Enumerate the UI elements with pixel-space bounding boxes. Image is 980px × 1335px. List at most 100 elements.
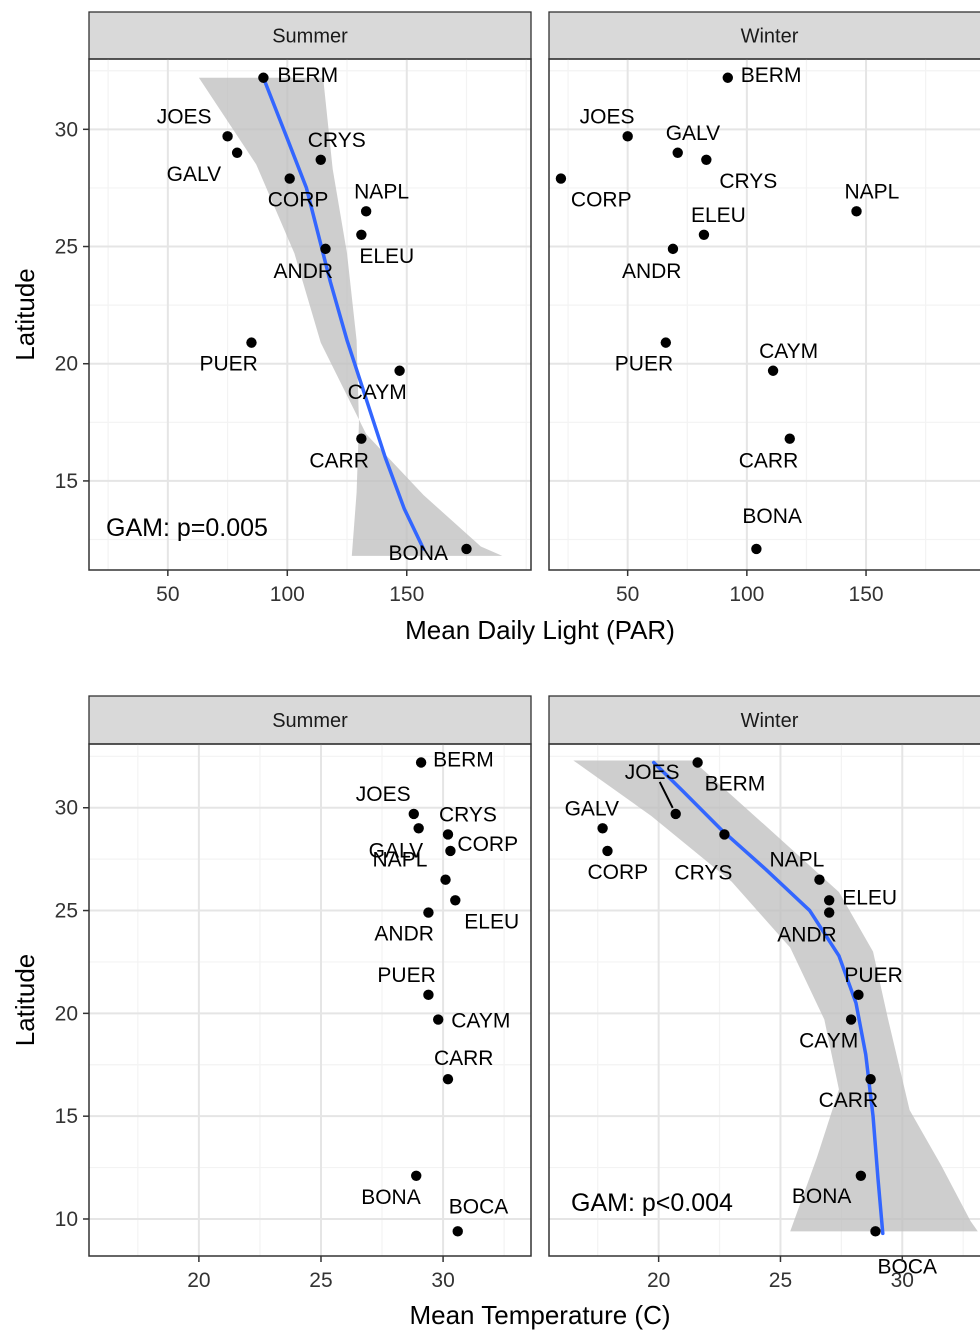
y-tick-label: 20: [55, 353, 78, 376]
facet-strip: [88, 11, 532, 60]
data-point-joes: [222, 131, 233, 142]
y-axis-title-temperature: Latitude: [10, 954, 40, 1047]
data-point-carr: [356, 433, 367, 444]
data-point-eleu: [356, 229, 367, 241]
data-point-eleu: [450, 895, 461, 906]
y-tick-label: 30: [55, 118, 78, 141]
point-label-bona: BONA: [742, 505, 802, 528]
point-label-napl: NAPL: [354, 180, 409, 203]
point-label-boca: BOCA: [449, 1195, 509, 1218]
point-label-joes: JOES: [625, 761, 680, 784]
data-point-boca: [452, 1226, 463, 1237]
point-label-napl: NAPL: [769, 849, 824, 872]
point-label-joes: JOES: [157, 105, 212, 128]
data-point-andr: [320, 243, 331, 255]
data-point-berm: [258, 72, 269, 83]
panel-temperature-summer: Summer BERM JOES GALV CRYS CORP NAPL ELEU ANDR PU…: [55, 695, 532, 1292]
facet-strip-label: Winter: [741, 26, 799, 48]
point-label-corp: CORP: [587, 861, 648, 884]
data-point-puer: [853, 989, 864, 1001]
y-tick-label: 15: [55, 470, 78, 493]
data-point-crys: [315, 154, 326, 165]
y-tick-label: 15: [55, 1105, 78, 1128]
panel-light-summer: Summer BERM JOES GALV CRYS CORP NAPL ELEU ANDR PU…: [55, 11, 532, 606]
point-label-puer: PUER: [377, 964, 435, 987]
point-label-andr: ANDR: [274, 260, 334, 283]
point-label-eleu: ELEU: [464, 910, 519, 933]
point-label-corp: CORP: [457, 833, 518, 856]
confidence-ribbon: [198, 77, 503, 556]
point-label-galv: GALV: [369, 839, 423, 862]
data-point-corp: [284, 173, 295, 184]
data-point-napl: [440, 874, 451, 885]
data-point-bona: [411, 1170, 422, 1182]
point-label-crys: CRYS: [308, 129, 366, 152]
data-point-napl: [814, 874, 825, 885]
y-tick-label: 20: [55, 1002, 78, 1025]
data-point-boca: [870, 1226, 881, 1237]
point-label-eleu: ELEU: [359, 245, 414, 268]
y-tick-label: 25: [55, 236, 78, 259]
gam-fit: [198, 76, 503, 556]
point-label-crys: CRYS: [674, 861, 732, 884]
point-label-eleu: ELEU: [691, 204, 746, 227]
data-point-napl: [360, 206, 372, 217]
point-label-puer: PUER: [615, 353, 673, 376]
x-tick-label: 150: [389, 583, 424, 606]
confidence-ribbon: [573, 760, 978, 1232]
point-label-caym: CAYM: [348, 381, 407, 404]
data-point-berm: [722, 72, 733, 83]
point-label-crys: CRYS: [719, 170, 777, 193]
data-point-puer: [660, 337, 672, 348]
point-label-bona: BONA: [388, 542, 448, 565]
panel-light-winter: Winter BERM JOES GALV CRYS CORP NAPL ELEU ANDR PU…: [548, 11, 980, 606]
data-point-caym: [767, 365, 779, 376]
point-label-caym: CAYM: [451, 1010, 510, 1033]
x-tick-label: 150: [849, 583, 884, 606]
point-label-eleu: ELEU: [842, 886, 897, 909]
point-label-berm: BERM: [277, 64, 338, 87]
gridlines: [549, 59, 980, 570]
facet-strip-label: Winter: [741, 710, 799, 732]
data-point-puer: [423, 989, 434, 1001]
point-label-andr: ANDR: [374, 923, 434, 946]
data-point-corp: [445, 845, 456, 857]
data-point-corp: [555, 173, 567, 184]
data-point-crys: [701, 154, 712, 165]
label-leader-line: [658, 781, 674, 809]
data-point-corp: [602, 845, 613, 857]
point-label-carr: CARR: [819, 1089, 879, 1112]
x-tick-label: 30: [891, 1269, 914, 1292]
data-point-galv: [597, 823, 608, 834]
facet-strip-label: Summer: [272, 26, 348, 48]
point-label-crys: CRYS: [439, 803, 497, 826]
point-label-galv: GALV: [666, 122, 720, 145]
panel-border: [88, 58, 532, 571]
point-label-corp: CORP: [571, 189, 632, 212]
panel-border: [548, 58, 980, 571]
data-point-carr: [442, 1073, 454, 1085]
x-axis-title-temperature: Mean Temperature (C): [409, 1300, 670, 1330]
point-label-carr: CARR: [309, 450, 369, 473]
point-label-napl: NAPL: [373, 849, 428, 872]
data-point-eleu: [823, 895, 835, 906]
point-label-corp: CORP: [268, 189, 329, 212]
y-tick-label: 10: [55, 1208, 78, 1231]
x-tick-label: 100: [270, 583, 305, 606]
gam-fit-line: [261, 76, 426, 551]
y-tick-label: 25: [55, 900, 78, 923]
point-label-boca: BOCA: [877, 1255, 937, 1278]
facet-strip: [88, 695, 532, 745]
data-point-crys: [442, 829, 454, 840]
panel-border: [88, 743, 532, 1257]
data-point-carr: [865, 1073, 876, 1085]
data-point-eleu: [698, 229, 710, 241]
data-point-galv: [231, 147, 243, 158]
point-label-andr: ANDR: [777, 924, 837, 947]
panel-border: [548, 743, 980, 1257]
data-point-andr: [823, 907, 835, 918]
data-point-bona: [751, 543, 762, 555]
facet-strip: [548, 695, 980, 745]
